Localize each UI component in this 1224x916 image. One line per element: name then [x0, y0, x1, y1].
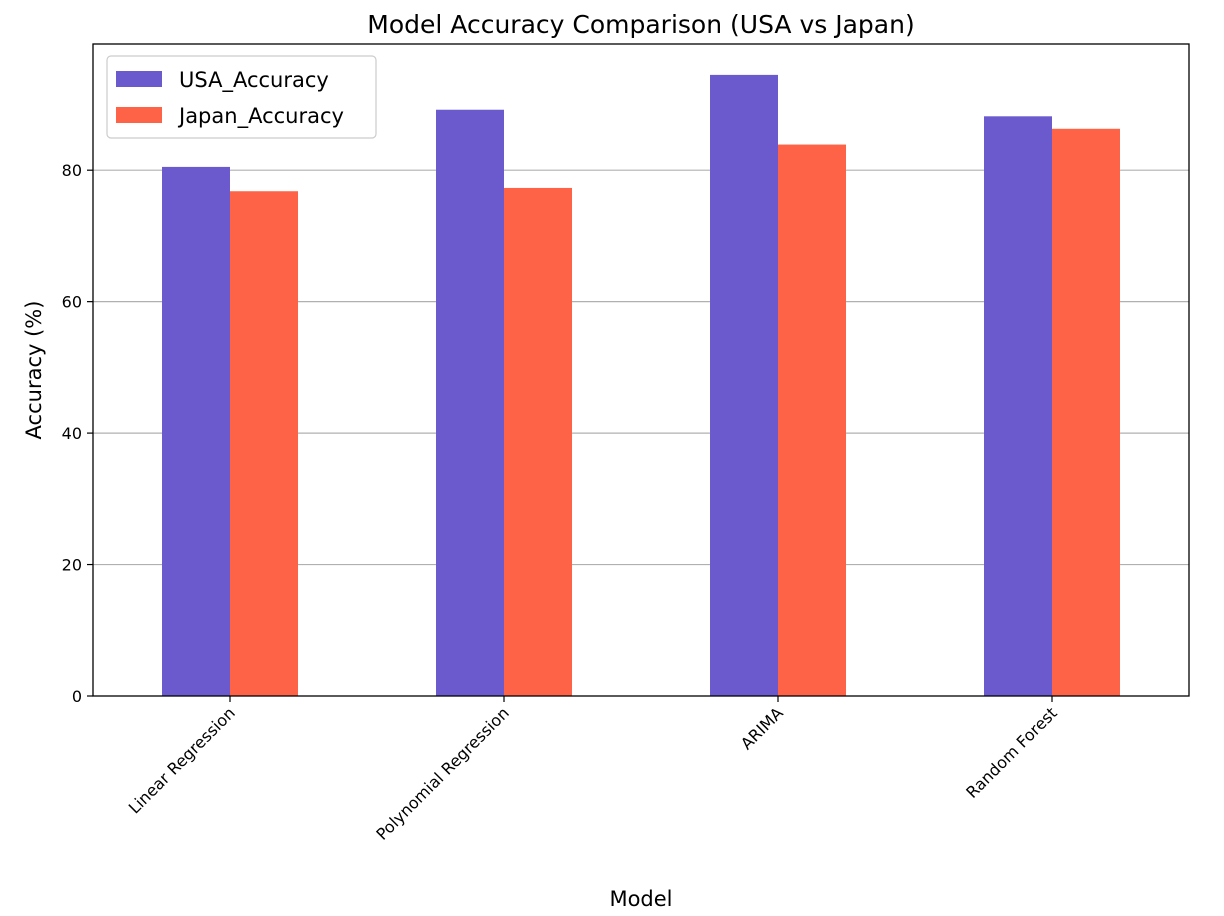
chart-title: Model Accuracy Comparison (USA vs Japan): [367, 10, 914, 39]
legend-box: [106, 55, 377, 139]
bar-japan-accuracy: [504, 187, 572, 696]
y-tick-label: 40: [62, 424, 82, 443]
plot-frame: [92, 43, 1190, 697]
legend-label: USA_Accuracy: [179, 68, 329, 93]
bar-japan-accuracy: [230, 191, 298, 696]
bars: [162, 74, 1120, 697]
legend-swatch: [116, 71, 162, 87]
bar-japan-accuracy: [778, 144, 846, 696]
y-tick-label: 0: [72, 687, 82, 706]
legend: USA_Accuracy Japan_Accuracy: [106, 55, 377, 139]
bar-usa-accuracy: [162, 166, 230, 697]
y-tick-label: 60: [62, 293, 82, 312]
legend-swatch: [116, 107, 162, 123]
x-axis-label: Model: [609, 887, 672, 911]
y-axis: 0 20 40 60 80: [62, 161, 93, 706]
bar-usa-accuracy: [436, 109, 504, 696]
bar-usa-accuracy: [984, 116, 1052, 696]
bar-usa-accuracy: [710, 74, 778, 697]
y-tick-label: 80: [62, 161, 82, 180]
legend-label: Japan_Accuracy: [177, 104, 344, 129]
bar-japan-accuracy: [1052, 128, 1120, 697]
y-axis-label: Accuracy (%): [22, 301, 46, 440]
y-tick-label: 20: [62, 556, 82, 575]
